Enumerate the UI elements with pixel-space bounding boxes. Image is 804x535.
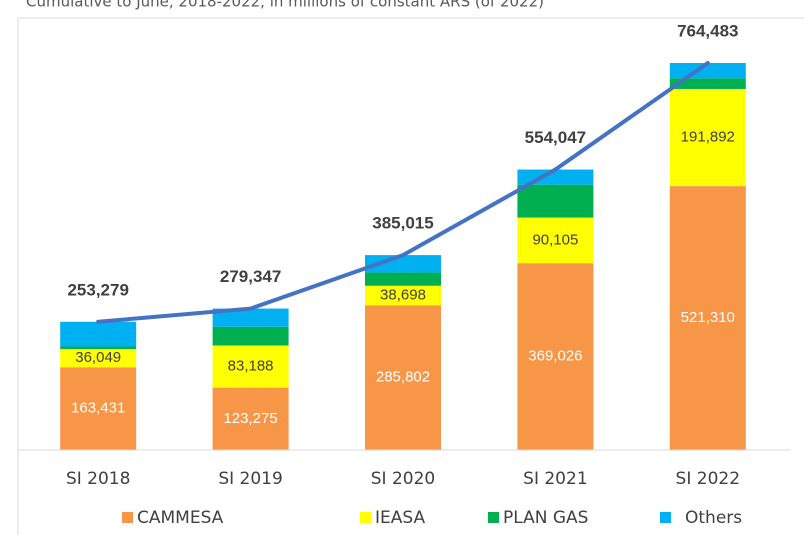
bar-segment bbox=[365, 305, 441, 450]
x-tick-label: SI 2021 bbox=[523, 469, 587, 489]
legend-swatch bbox=[360, 512, 371, 523]
bar-segment bbox=[365, 285, 441, 306]
bar-segment bbox=[517, 184, 594, 218]
bar-segment bbox=[669, 78, 746, 89]
x-tick-label: SI 2022 bbox=[676, 469, 740, 489]
data-label: 369,026 bbox=[528, 348, 582, 365]
total-label: 385,015 bbox=[372, 214, 433, 233]
bar-segment bbox=[365, 272, 441, 286]
total-label: 253,279 bbox=[67, 280, 128, 299]
bar-segment bbox=[365, 255, 441, 273]
total-label: 554,047 bbox=[525, 128, 586, 147]
bar-segment bbox=[212, 326, 289, 346]
legend-label: Others bbox=[685, 508, 742, 528]
bar-segment bbox=[669, 88, 746, 187]
bar-segment bbox=[60, 321, 137, 347]
bar-segment bbox=[60, 346, 137, 350]
legend-swatch bbox=[660, 512, 671, 523]
data-label: 90,105 bbox=[532, 231, 578, 248]
x-tick-label: SI 2019 bbox=[218, 469, 282, 489]
bar-segment bbox=[517, 263, 594, 450]
legend-label: PLAN GAS bbox=[503, 508, 588, 528]
bar-segment bbox=[212, 308, 289, 327]
legend-swatch bbox=[488, 512, 499, 523]
x-tick-label: SI 2020 bbox=[371, 469, 435, 489]
bar-segment bbox=[212, 345, 289, 388]
chart-subtitle: Cumulative to June, 2018-2022, in millio… bbox=[26, 0, 544, 11]
total-label: 764,483 bbox=[677, 21, 738, 40]
legend-label: IEASA bbox=[375, 508, 425, 528]
data-label: 123,275 bbox=[223, 410, 277, 427]
legend-label: CAMMESA bbox=[137, 508, 224, 528]
legend-swatch bbox=[122, 512, 133, 523]
data-label: 191,892 bbox=[681, 128, 735, 145]
data-label: 83,188 bbox=[228, 358, 274, 375]
data-label: 285,802 bbox=[376, 369, 430, 386]
bar-segment bbox=[60, 349, 137, 368]
data-label: 163,431 bbox=[71, 400, 125, 417]
data-label: 38,698 bbox=[380, 286, 426, 303]
bar-segment bbox=[669, 186, 746, 450]
data-label: 521,310 bbox=[681, 309, 735, 326]
x-tick-label: SI 2018 bbox=[66, 469, 130, 489]
data-label: 36,049 bbox=[75, 349, 121, 366]
bar-segment bbox=[212, 387, 289, 450]
bar-segment bbox=[517, 217, 594, 264]
total-line bbox=[96, 61, 710, 324]
bar-segment bbox=[60, 367, 137, 450]
total-label: 279,347 bbox=[220, 267, 281, 286]
